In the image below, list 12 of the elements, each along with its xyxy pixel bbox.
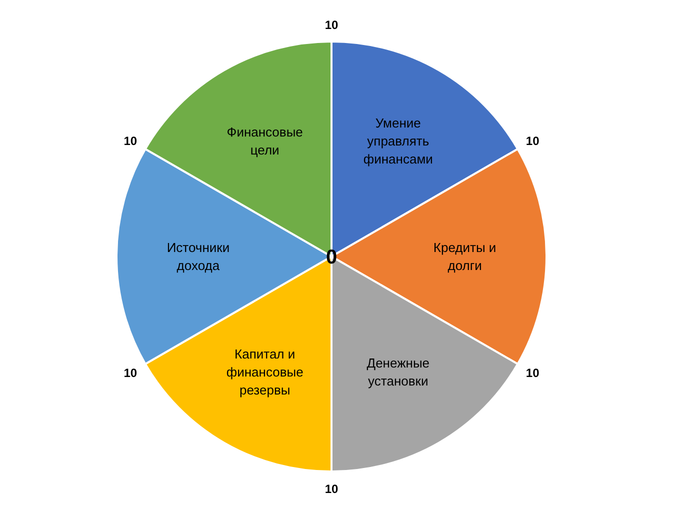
slice-label: Капитал и финансовые резервы [226,346,304,398]
text: 10 [526,366,540,380]
slice-label: Кредиты и долги [433,240,496,273]
slice-label: Источники дохода [166,240,230,273]
slice-label: Умение управлять финансами [363,116,433,167]
slice-label: Денежные установки [366,355,430,388]
slice-label: Финансовые цели [226,124,303,158]
text: 10 [526,134,540,148]
text: 10 [124,134,138,148]
text: 10 [124,366,138,380]
text: 10 [324,482,338,496]
text: 10 [324,18,338,32]
